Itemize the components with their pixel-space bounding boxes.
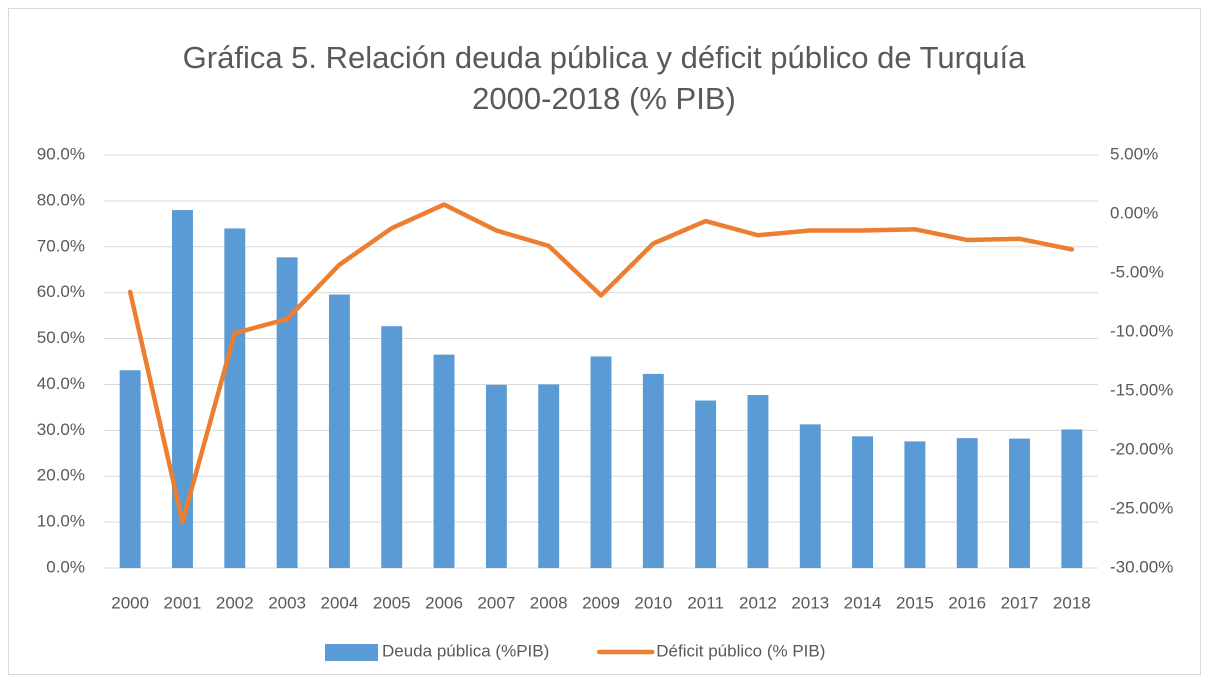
x-tick-label: 2004: [321, 593, 359, 612]
y-tick-label: 50.0%: [37, 328, 85, 347]
y2-tick-label: 5.00%: [1110, 144, 1158, 163]
bar: [799, 424, 821, 568]
y-tick-label: 20.0%: [37, 466, 85, 485]
bar: [538, 384, 560, 568]
x-tick-label: 2003: [268, 593, 306, 612]
x-tick-label: 2013: [791, 593, 829, 612]
legend-label: Deuda pública (%PIB): [382, 641, 549, 660]
chart-title: 2000-2018 (% PIB): [472, 81, 736, 116]
y-tick-label: 70.0%: [37, 236, 85, 255]
y2-tick-label: 0.00%: [1110, 203, 1158, 222]
x-tick-label: 2008: [530, 593, 568, 612]
y-tick-label: 10.0%: [37, 512, 85, 531]
x-tick-label: 2002: [216, 593, 254, 612]
y2-tick-label: -25.00%: [1110, 498, 1173, 517]
x-tick-label: 2006: [425, 593, 463, 612]
chart-title: Gráfica 5. Relación deuda pública y défi…: [183, 40, 1026, 75]
y-tick-label: 60.0%: [37, 282, 85, 301]
y2-tick-label: -20.00%: [1110, 439, 1173, 458]
bar: [119, 370, 141, 568]
x-tick-label: 2012: [739, 593, 777, 612]
y-tick-label: 0.0%: [46, 557, 85, 576]
line: [127, 202, 1075, 525]
bar: [904, 441, 926, 568]
y-tick-label: 80.0%: [37, 190, 85, 209]
bar: [381, 326, 403, 568]
x-tick-label: 2009: [582, 593, 620, 612]
x-tick-label: 2014: [844, 593, 882, 612]
bar: [590, 356, 612, 568]
y-tick-label: 30.0%: [37, 420, 85, 439]
x-tick-label: 2016: [948, 593, 986, 612]
bar: [1009, 438, 1030, 568]
bar: [695, 400, 717, 568]
y2-tick-label: -10.00%: [1110, 321, 1173, 340]
y-tick-label: 90.0%: [37, 144, 85, 163]
x-tick-label: 2018: [1053, 593, 1091, 612]
legend-label: Déficit público (% PIB): [656, 641, 825, 660]
bar: [328, 294, 350, 568]
y2-tick-label: -5.00%: [1110, 262, 1164, 281]
x-tick-label: 2010: [634, 593, 672, 612]
bar: [956, 438, 978, 568]
legend-swatch: [325, 644, 378, 661]
x-tick-label: 2000: [111, 593, 149, 612]
bar: [172, 210, 193, 569]
bar: [485, 384, 507, 568]
x-tick-label: 2011: [687, 593, 724, 612]
x-tick-label: 2017: [1001, 593, 1039, 612]
y-tick-label: 40.0%: [37, 374, 85, 393]
bar: [1061, 429, 1083, 568]
x-tick-label: 2015: [896, 593, 934, 612]
bar: [747, 394, 769, 568]
bar: [852, 436, 874, 568]
bar: [642, 373, 664, 568]
bar: [433, 354, 455, 568]
y2-tick-label: -30.00%: [1110, 557, 1173, 576]
x-tick-label: 2005: [373, 593, 411, 612]
y2-tick-label: -15.00%: [1110, 380, 1173, 399]
x-tick-label: 2007: [477, 593, 515, 612]
x-tick-label: 2001: [164, 593, 202, 612]
bar: [276, 257, 298, 568]
bar: [224, 228, 246, 568]
